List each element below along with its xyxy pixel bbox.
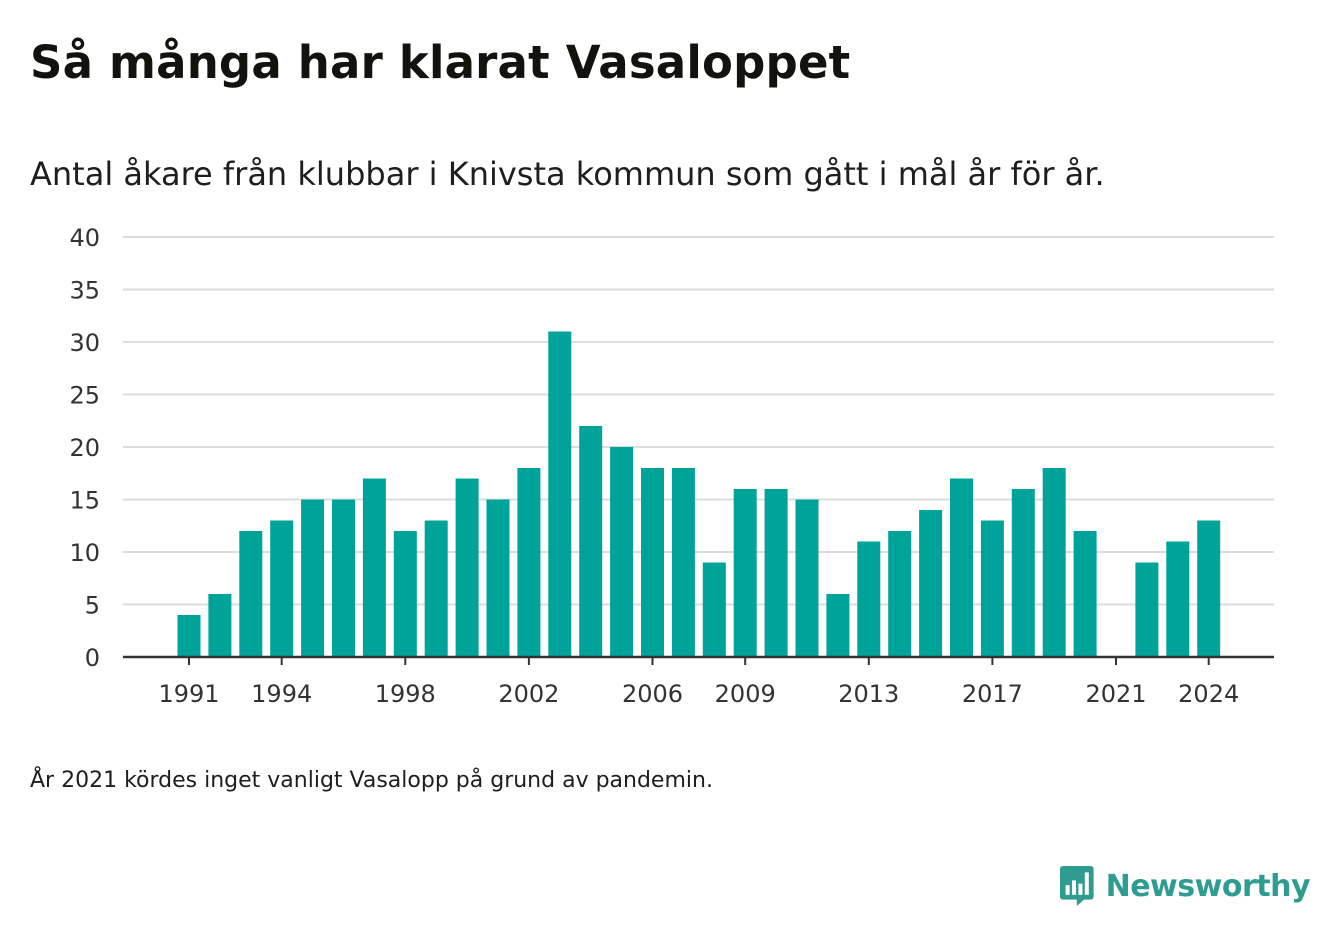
x-tick-label: 1991 [158,680,219,708]
bars [177,331,1221,657]
x-tick-label: 2013 [838,680,899,708]
bar-2022 [1135,562,1159,657]
y-tick-label: 10 [69,539,100,567]
bar-2015 [919,510,943,657]
bar-2014 [888,531,912,657]
bar-2006 [641,468,664,657]
chart-subtitle: Antal åkare från klubbar i Knivsta kommu… [30,155,1105,193]
bar-2005 [610,447,634,657]
chart-footnote: År 2021 kördes inget vanligt Vasalopp på… [30,768,713,793]
bar-2017 [980,520,1004,657]
y-tick-label: 25 [69,382,100,410]
bar-2016 [950,478,973,657]
bar-2018 [1011,489,1035,657]
y-gridlines [123,236,1274,606]
x-tick-label: 2009 [715,680,776,708]
x-tick-label: 2017 [962,680,1023,708]
bar-2007 [671,468,695,657]
x-ticks: 1991 1994 1998 2002 2006 2009 2013 2017 2021 2024 [158,657,1239,708]
y-tick-label: 40 [69,224,100,252]
y-tick-label: 15 [69,487,100,515]
bar-1999 [424,520,448,657]
y-tick-label: 35 [69,277,100,305]
y-tick-label: 5 [85,592,100,620]
bar-2008 [702,562,726,657]
y-tick-label: 30 [69,329,100,357]
bar-2013 [857,541,881,657]
x-tick-label: 2006 [622,680,683,708]
y-tick-labels: 0 5 10 15 20 25 30 35 40 [69,224,100,672]
x-tick-label: 2002 [498,680,559,708]
bar-2000 [455,478,479,657]
bar-2019 [1042,468,1066,657]
bar-1992 [208,594,232,657]
newsworthy-logo: Newsworthy [1060,860,1311,912]
newsworthy-bar-chart-icon [1060,866,1094,906]
bar-2009 [733,489,757,657]
bar-1993 [239,531,263,657]
bar-1996 [332,499,355,657]
bar-2001 [486,499,510,657]
x-tick-label: 1994 [251,680,312,708]
chart-title: Så många har klarat Vasaloppet [30,36,851,89]
y-tick-label: 20 [69,434,100,462]
x-tick-label: 2021 [1085,680,1146,708]
bar-chart: 0 5 10 15 20 25 30 35 40 1991 1994 1998 2002 2006 200… [69,224,1274,708]
y-tick-label: 0 [85,644,100,672]
bar-2020 [1073,531,1097,657]
bar-2010 [764,489,788,657]
bar-2011 [795,499,819,657]
bar-1995 [301,499,325,657]
bar-2002 [517,468,541,657]
bar-1991 [177,615,201,657]
x-tick-label: 2024 [1178,680,1239,708]
bar-1998 [393,531,417,657]
bar-2003 [548,331,572,657]
bar-1997 [362,478,386,657]
x-tick-label: 1998 [375,680,436,708]
bar-2012 [826,594,850,657]
bar-2024 [1197,520,1221,657]
bar-2004 [579,426,603,657]
bar-1994 [270,520,294,657]
brand-name: Newsworthy [1105,868,1311,904]
bar-2023 [1166,541,1190,657]
